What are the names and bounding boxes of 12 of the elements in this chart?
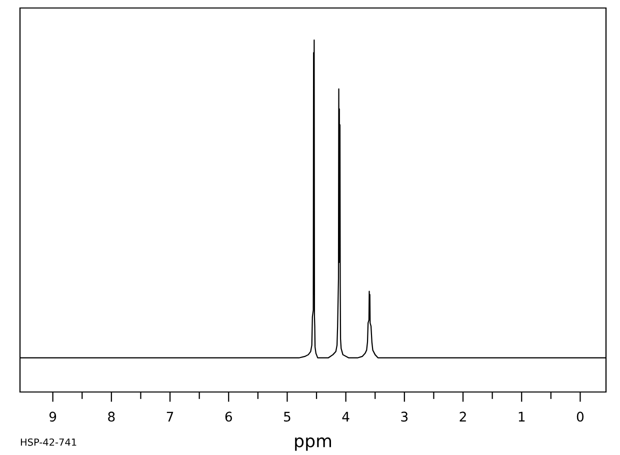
x-tick-label: 6 [225,412,232,422]
x-tick-label: 8 [108,412,115,422]
x-tick-label: 1 [518,412,525,422]
x-axis-title: ppm [295,437,331,451]
x-tick-label: 9 [49,412,56,422]
x-tick-label: 5 [284,412,290,422]
text: HSP-42-741 [20,438,76,446]
x-tick-label: 0 [576,412,584,422]
x-tick-label: 7 [166,412,174,422]
x-tick-label: 4 [342,412,350,422]
x-tick-label: 3 [401,412,408,422]
x-tick-label: 2 [460,412,466,422]
